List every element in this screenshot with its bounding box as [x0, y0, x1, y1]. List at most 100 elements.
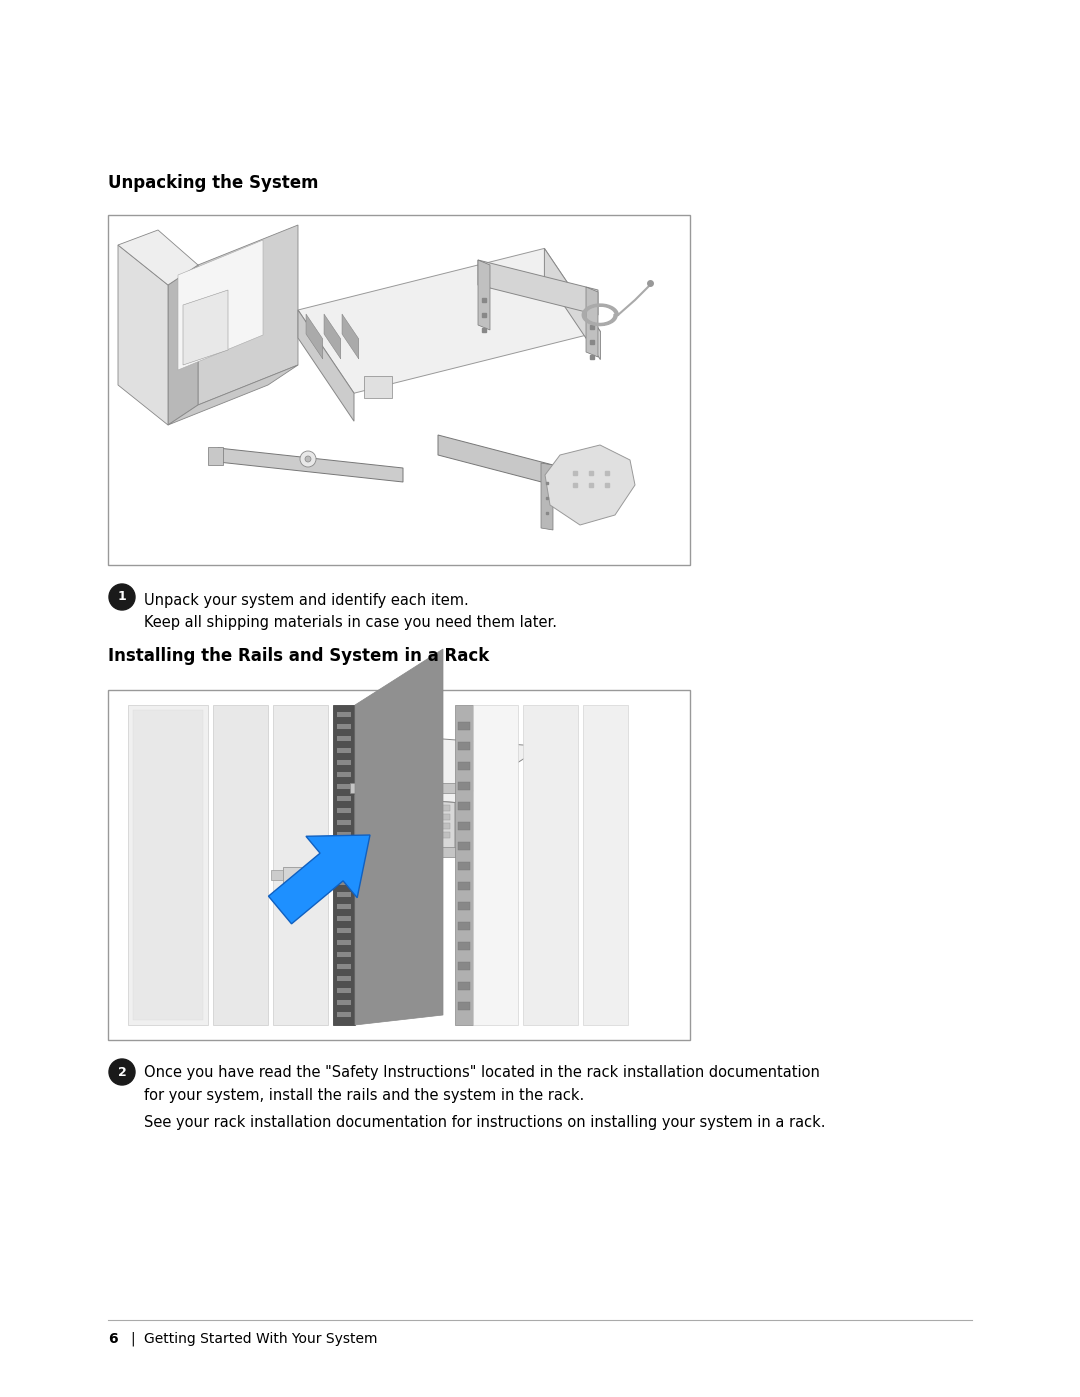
Bar: [458, 761, 470, 770]
Bar: [337, 977, 351, 981]
Bar: [337, 833, 351, 837]
Bar: [458, 942, 470, 950]
Bar: [337, 747, 351, 753]
Text: 1: 1: [118, 591, 126, 604]
Bar: [108, 215, 690, 564]
Bar: [458, 882, 470, 890]
Text: Once you have read the "Safety Instructions" located in the rack installation do: Once you have read the "Safety Instructi…: [144, 1065, 820, 1080]
Bar: [337, 951, 351, 957]
Bar: [283, 868, 313, 883]
Bar: [523, 705, 578, 1025]
Bar: [337, 868, 351, 873]
Bar: [360, 823, 450, 828]
Text: Unpack your system and identify each item.: Unpack your system and identify each ite…: [144, 592, 469, 608]
Bar: [129, 705, 208, 1025]
Bar: [458, 982, 470, 990]
Bar: [337, 796, 351, 800]
Bar: [108, 690, 690, 1039]
Bar: [458, 782, 470, 789]
Bar: [337, 712, 351, 717]
Bar: [337, 856, 351, 861]
Bar: [208, 447, 222, 465]
Polygon shape: [218, 448, 403, 482]
Bar: [458, 922, 470, 930]
Bar: [458, 821, 470, 830]
Bar: [473, 705, 518, 1025]
Polygon shape: [298, 249, 600, 393]
Polygon shape: [178, 240, 264, 370]
Bar: [337, 988, 351, 993]
Text: Unpacking the System: Unpacking the System: [108, 175, 319, 191]
Polygon shape: [324, 314, 341, 359]
Bar: [458, 1002, 470, 1010]
Text: Keep all shipping materials in case you need them later.: Keep all shipping materials in case you …: [144, 615, 557, 630]
Polygon shape: [342, 314, 359, 359]
Bar: [313, 872, 321, 877]
Bar: [458, 842, 470, 849]
Polygon shape: [355, 650, 443, 1025]
Bar: [337, 736, 351, 740]
Text: See your rack installation documentation for instructions on installing your sys: See your rack installation documentation…: [144, 1115, 825, 1130]
Polygon shape: [355, 795, 455, 852]
Text: Getting Started With Your System: Getting Started With Your System: [144, 1331, 378, 1345]
Polygon shape: [168, 365, 298, 425]
Bar: [271, 870, 283, 880]
Bar: [364, 376, 392, 398]
Bar: [458, 902, 470, 909]
Polygon shape: [545, 446, 635, 525]
Text: Installing the Rails and System in a Rack: Installing the Rails and System in a Rac…: [108, 647, 489, 665]
Polygon shape: [544, 249, 600, 359]
Bar: [583, 705, 627, 1025]
Polygon shape: [298, 310, 354, 422]
Circle shape: [305, 455, 311, 462]
Polygon shape: [118, 244, 168, 425]
Bar: [337, 916, 351, 921]
Polygon shape: [478, 260, 490, 330]
Bar: [337, 844, 351, 849]
Bar: [337, 773, 351, 777]
Text: 6: 6: [108, 1331, 118, 1345]
Bar: [360, 833, 450, 838]
Bar: [213, 705, 268, 1025]
Bar: [337, 964, 351, 970]
Bar: [337, 724, 351, 729]
Polygon shape: [333, 705, 465, 805]
Bar: [360, 814, 450, 820]
Polygon shape: [183, 291, 228, 365]
Bar: [350, 847, 465, 856]
Bar: [333, 705, 355, 1025]
Text: for your system, install the rails and the system in the rack.: for your system, install the rails and t…: [144, 1088, 584, 1104]
Bar: [455, 705, 473, 1025]
Bar: [360, 805, 450, 812]
Polygon shape: [438, 434, 553, 485]
Bar: [337, 1011, 351, 1017]
Bar: [337, 893, 351, 897]
Bar: [337, 820, 351, 826]
Bar: [133, 710, 203, 1020]
Bar: [337, 904, 351, 909]
Bar: [350, 782, 465, 793]
Polygon shape: [269, 835, 370, 923]
Circle shape: [109, 584, 135, 610]
Bar: [458, 862, 470, 870]
Circle shape: [109, 1059, 135, 1085]
Text: 2: 2: [118, 1066, 126, 1078]
Bar: [337, 928, 351, 933]
Bar: [337, 1000, 351, 1004]
Polygon shape: [306, 314, 323, 359]
Bar: [458, 802, 470, 810]
Bar: [337, 940, 351, 944]
Bar: [458, 963, 470, 970]
Polygon shape: [478, 260, 598, 314]
Bar: [337, 880, 351, 886]
Polygon shape: [118, 231, 198, 285]
Polygon shape: [198, 225, 298, 405]
Bar: [337, 807, 351, 813]
Polygon shape: [586, 286, 598, 358]
Bar: [337, 760, 351, 766]
Text: |: |: [130, 1331, 135, 1347]
Bar: [458, 742, 470, 750]
Polygon shape: [168, 265, 198, 425]
Circle shape: [300, 451, 316, 467]
Polygon shape: [355, 739, 543, 802]
